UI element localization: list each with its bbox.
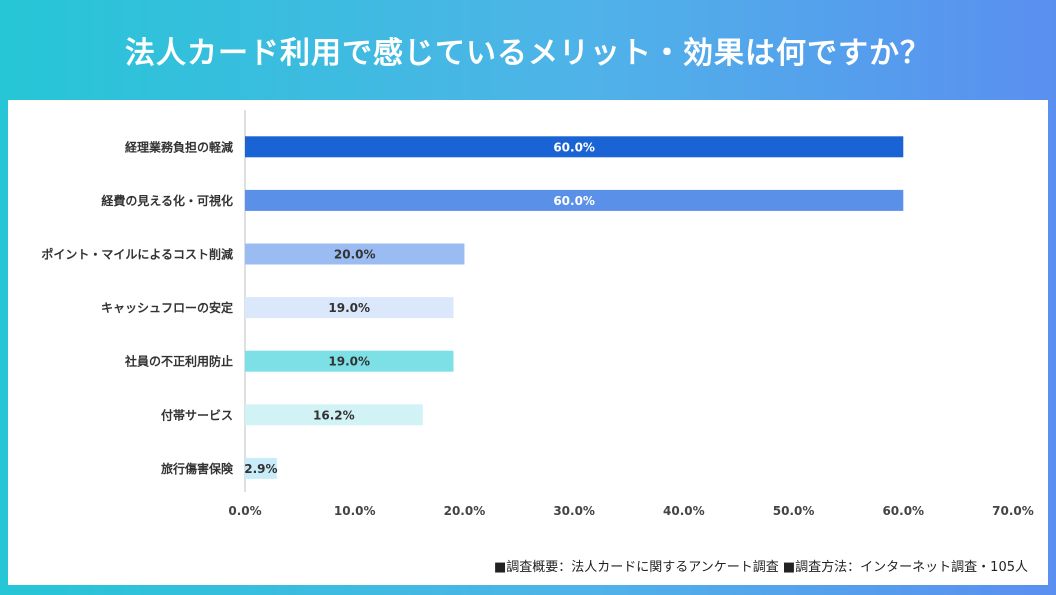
category-label: 経費の見える化・可視化	[101, 193, 233, 208]
category-label: 社員の不正利用防止	[124, 354, 233, 369]
data-label: 60.0%	[553, 194, 595, 208]
x-tick-label: 70.0%	[992, 504, 1034, 518]
data-label: 19.0%	[328, 301, 370, 315]
category-label: ポイント・マイルによるコスト削減	[41, 247, 233, 262]
data-label: 19.0%	[328, 355, 370, 369]
bar	[245, 243, 465, 265]
category-label: 経理業務負担の軽減	[125, 139, 233, 154]
category-label: 旅行傷害保険	[161, 461, 234, 476]
survey-footnote: ■調査概要：法人カードに関するアンケート調査 ■調査方法：インターネット調査・1…	[494, 560, 1028, 575]
data-label: 16.2%	[313, 408, 355, 422]
page-title: 法人カード利用で感じているメリット・効果は何ですか？	[125, 36, 931, 71]
bar	[245, 404, 423, 426]
data-label: 2.9%	[244, 462, 277, 476]
bar	[245, 457, 277, 479]
bar	[245, 350, 454, 372]
x-tick-label: 60.0%	[882, 504, 924, 518]
data-label: 60.0%	[553, 140, 595, 154]
x-tick-label: 30.0%	[553, 504, 595, 518]
x-tick-label: 20.0%	[444, 504, 486, 518]
category-label: キャッシュフローの安定	[101, 300, 233, 315]
x-tick-label: 50.0%	[773, 504, 815, 518]
data-label: 20.0%	[334, 248, 376, 262]
chart-panel	[8, 100, 1048, 585]
x-tick-label: 10.0%	[334, 504, 376, 518]
bar	[245, 189, 904, 211]
category-label: 付帯サービス	[161, 407, 233, 422]
x-tick-label: 0.0%	[228, 504, 261, 518]
bar	[245, 136, 904, 158]
x-tick-label: 40.0%	[663, 504, 705, 518]
bar	[245, 297, 454, 319]
